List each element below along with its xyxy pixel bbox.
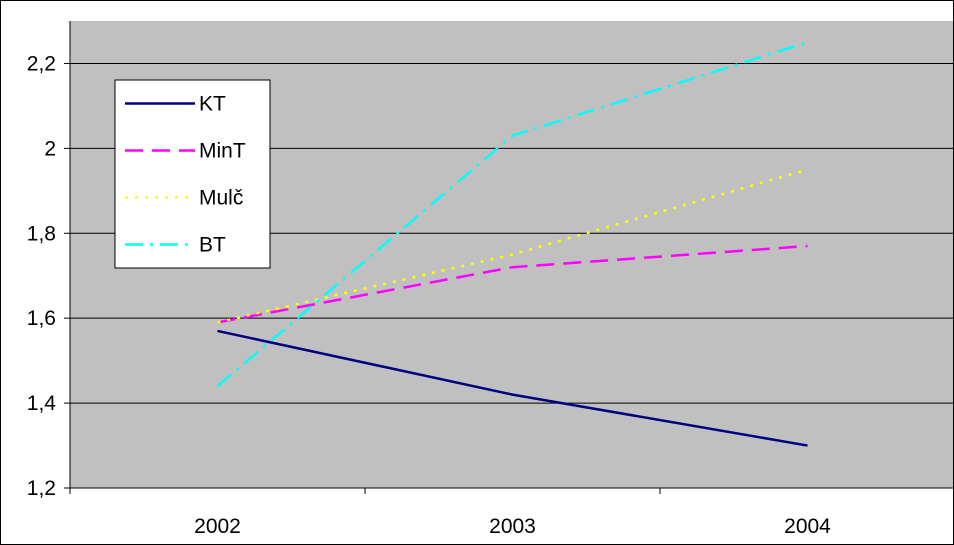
y-tick-label: 1,8 [27, 222, 56, 245]
x-tick-label: 2003 [489, 515, 536, 538]
legend-label: MinT [199, 140, 246, 163]
y-tick-label: 1,2 [27, 477, 56, 500]
legend-label: Mulč [199, 187, 243, 210]
series-line-mint [217, 244, 808, 324]
series-line-mulč [217, 168, 808, 324]
legend [114, 79, 271, 269]
x-tick-label: 2004 [784, 515, 831, 538]
series-line-bt [216, 41, 808, 388]
y-tick-label: 2,2 [27, 52, 56, 75]
x-tick-label: 2002 [194, 515, 241, 538]
legend-label: BT [199, 234, 226, 257]
y-tick-label: 1,4 [27, 392, 57, 415]
y-tick-label: 1,6 [27, 307, 56, 330]
y-tick-label: 2 [44, 137, 56, 160]
legend-label: KT [199, 93, 226, 116]
series-line-kt [217, 329, 808, 447]
